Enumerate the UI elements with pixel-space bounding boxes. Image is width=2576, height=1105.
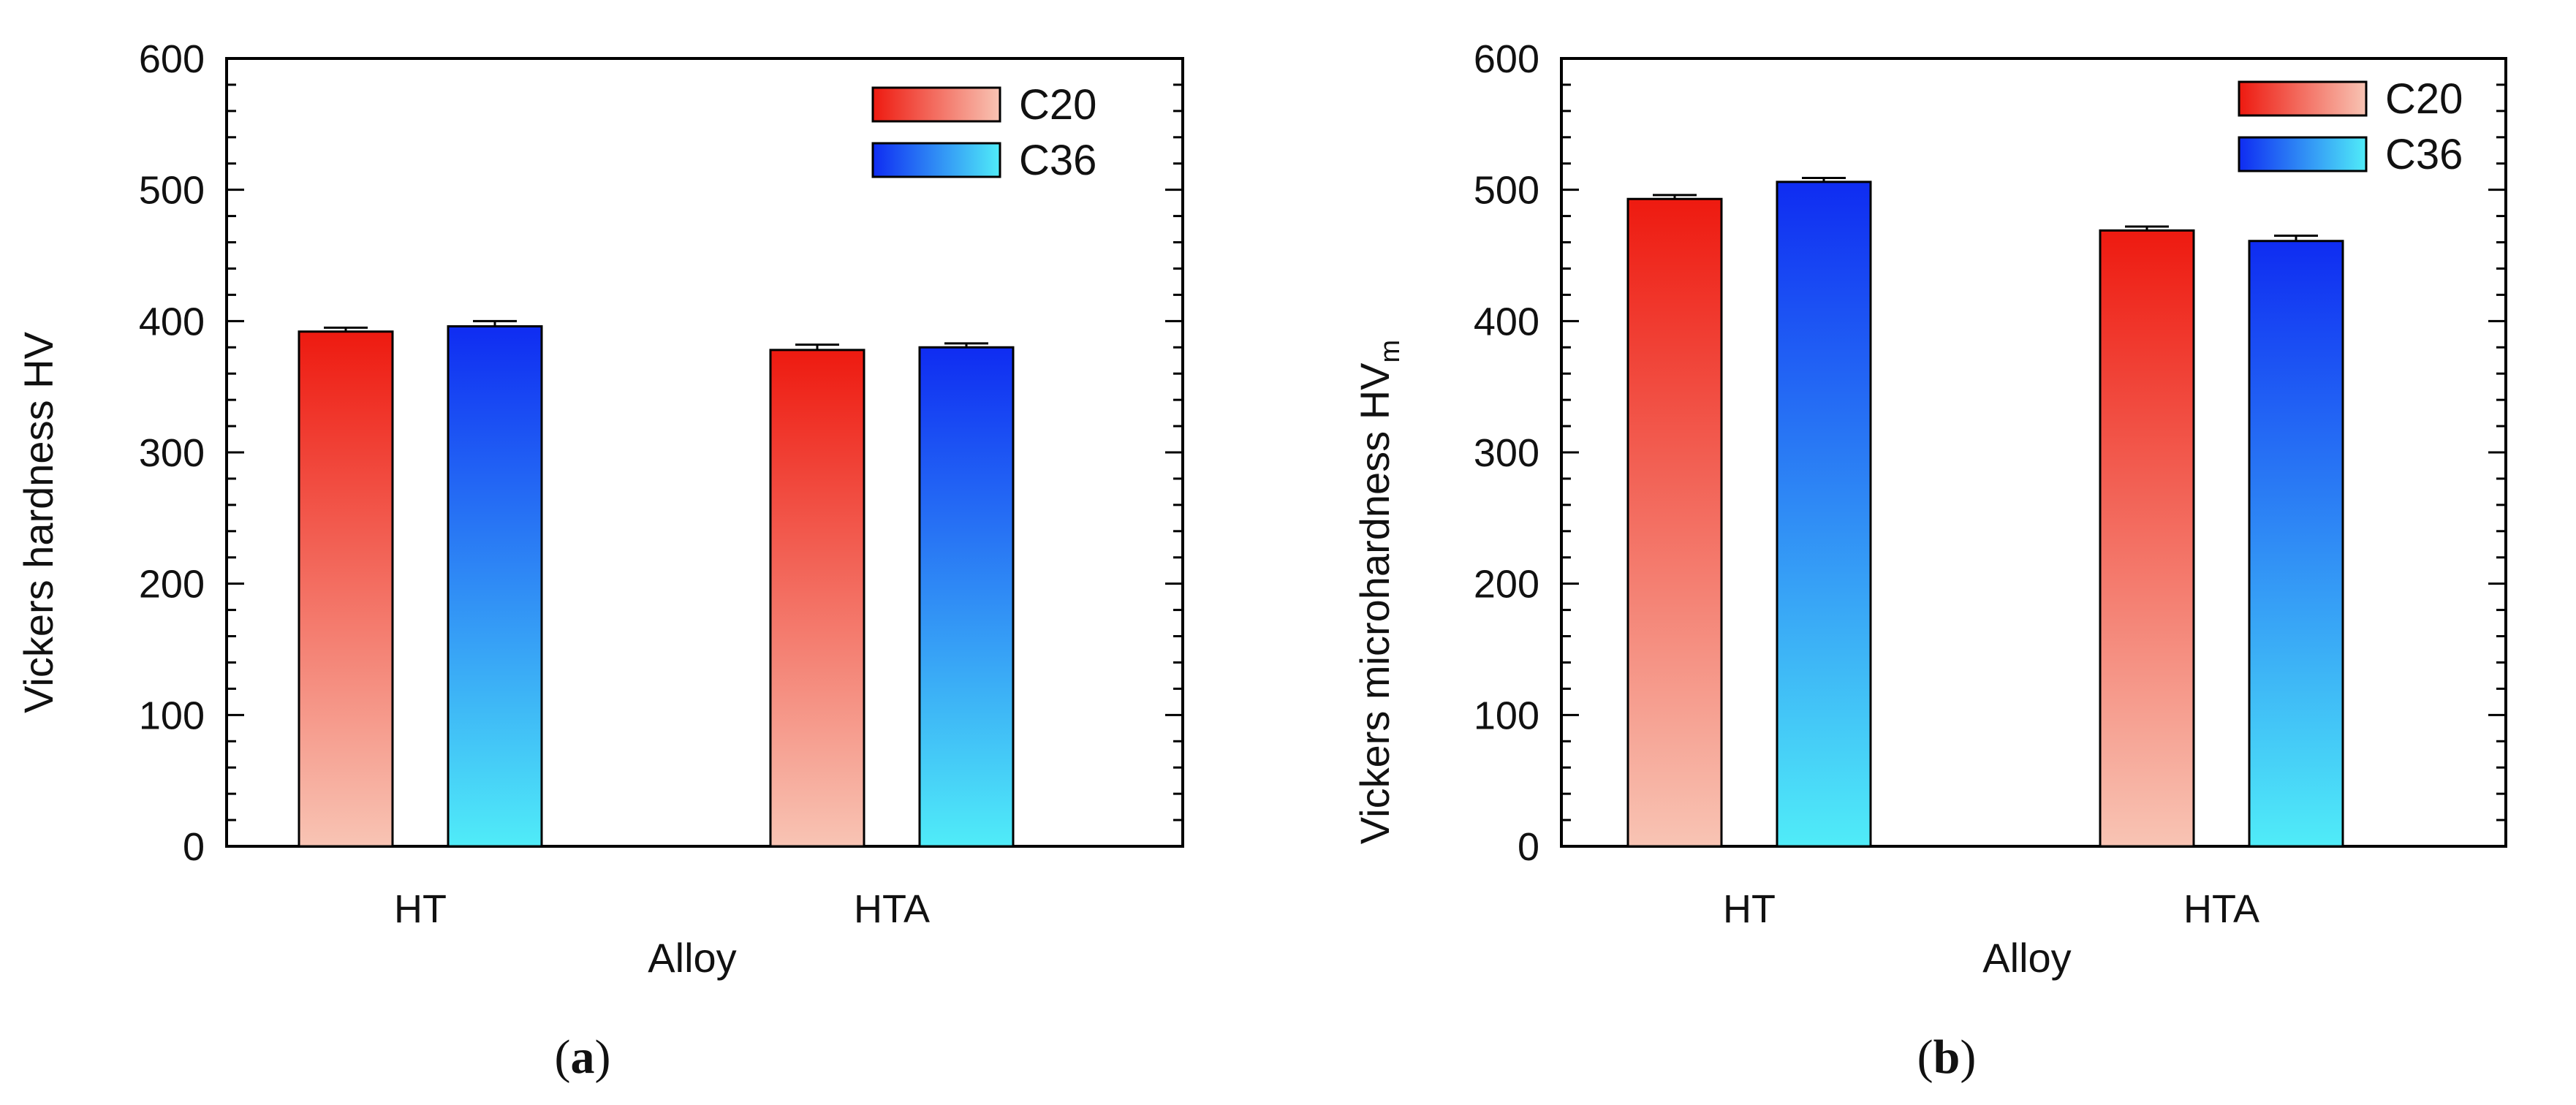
chart-a-legend-label-c20: C20: [1019, 81, 1096, 129]
chart-b-panel-label: (b): [1917, 1030, 1977, 1084]
chart-a-x-tick-label: HT: [394, 887, 447, 931]
chart-a-bar-c20-ht: [298, 330, 394, 848]
chart-a-marks: 0 100 200 300 400 500 600 HT HTA C20 C36: [139, 37, 1184, 931]
chart-b-y-tick-label: 0: [1518, 825, 1539, 869]
chart-a-y-tick-label: 500: [139, 169, 205, 213]
chart-a-y-axis-title: Vickers hardness HV: [15, 331, 61, 713]
chart-panel-b: 0 100 200 300 400 500 600 HT HTA C20 C36 Alloy Vic…: [1352, 37, 2507, 1084]
chart-a-y-tick-label: 300: [139, 431, 205, 475]
chart-a-panel-label: (a): [555, 1030, 611, 1084]
chart-a-y-tick-label: 200: [139, 563, 205, 607]
chart-a-y-tick-label: 600: [139, 37, 205, 81]
chart-a-bar-c20-hta: [769, 349, 865, 848]
chart-b-legend-label-c20: C20: [2385, 75, 2463, 123]
chart-b-y-tick-label: 600: [1474, 37, 1539, 81]
chart-a-bar-c36-hta: [918, 346, 1015, 848]
chart-a-bar-c36-ht: [447, 325, 543, 848]
chart-b-y-axis-title-subscript: m: [1375, 340, 1406, 363]
chart-b-legend-swatch-c36: [2238, 136, 2368, 172]
chart-b-x-axis-title: Alloy: [1982, 935, 2071, 981]
chart-b-y-tick-label: 200: [1474, 563, 1539, 607]
chart-b-marks: 0 100 200 300 400 500 600 HT HTA C20 C36: [1474, 37, 2507, 931]
chart-panel-a: 0 100 200 300 400 500 600 HT HTA C20 C36 Alloy Vic…: [15, 37, 1184, 1084]
chart-a-legend-label-c36: C36: [1019, 137, 1096, 184]
chart-b-y-axis-title-main: Vickers microhardness HV: [1352, 362, 1398, 844]
chart-b-bar-c20-ht: [1626, 197, 1723, 848]
chart-b-y-tick-label: 500: [1474, 169, 1539, 213]
chart-a-y-tick-label: 0: [183, 825, 205, 869]
chart-b-legend-label-c36: C36: [2385, 131, 2463, 178]
chart-b-x-tick-label: HTA: [2183, 887, 2259, 931]
chart-b-bar-c20-hta: [2099, 229, 2195, 848]
chart-b-bar-c36-hta: [2248, 240, 2344, 848]
chart-b-y-axis-title: Vickers microhardness HVm: [1352, 340, 1406, 844]
chart-a-legend-swatch-c20: [871, 86, 1001, 123]
chart-b-y-tick-label: 400: [1474, 300, 1539, 343]
chart-b-bar-c36-ht: [1776, 181, 1872, 848]
chart-a-x-tick-label: HTA: [854, 887, 930, 931]
chart-b-y-tick-label: 300: [1474, 431, 1539, 475]
chart-a-x-axis-title: Alloy: [648, 935, 736, 981]
chart-b-legend-swatch-c20: [2238, 80, 2368, 117]
chart-a-y-tick-label: 100: [139, 694, 205, 737]
chart-b-x-tick-label: HT: [1723, 887, 1776, 931]
chart-a-y-tick-label: 400: [139, 300, 205, 343]
chart-a-legend-swatch-c36: [871, 142, 1001, 178]
chart-b-y-tick-label: 100: [1474, 694, 1539, 737]
